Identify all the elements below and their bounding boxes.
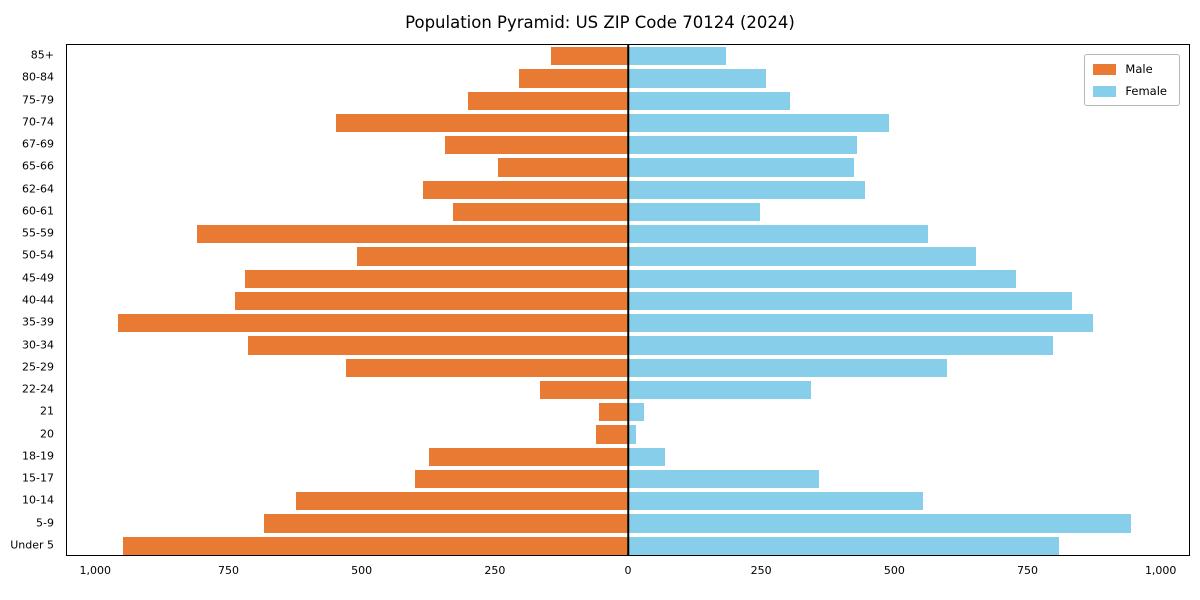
plot-area: Male Female [66, 44, 1190, 556]
x-axis-label: 500 [883, 564, 905, 577]
y-axis-label: 85+ [30, 48, 54, 62]
female-bar [628, 180, 865, 199]
male-bar [356, 247, 628, 266]
y-axis-label: 80-84 [22, 70, 54, 84]
male-bar [415, 469, 628, 489]
female-legend-swatch [1093, 85, 1117, 97]
x-axis-tick-labels: 1,000 750 500 250 0 250 500 750 1,000 [66, 559, 1190, 581]
female-bar [628, 447, 666, 466]
y-axis-label: 60-61 [22, 204, 54, 218]
female-bar [628, 202, 760, 222]
x-axis-label: 500 [351, 564, 373, 577]
x-axis-label: 250 [484, 564, 506, 577]
x-axis-label: 250 [750, 564, 772, 577]
legend: Male Female [1084, 54, 1180, 106]
y-axis-label: 40-44 [22, 293, 54, 307]
y-axis-label: 75-79 [22, 93, 54, 107]
x-axis-label: 1,000 [79, 564, 112, 577]
female-bar [628, 225, 929, 244]
female-bar [628, 69, 767, 88]
female-bar [628, 425, 636, 444]
male-bar [452, 202, 628, 222]
y-axis-tick-labels: 85+ 80-84 75-79 70-74 67-69 65-66 62-64 60-61 55… [0, 44, 60, 556]
y-axis-label: 30-34 [22, 338, 54, 352]
female-bar [628, 314, 1094, 333]
male-bar [519, 69, 628, 88]
male-bar [197, 225, 628, 244]
y-axis-label: 25-29 [22, 360, 54, 374]
female-bar [628, 47, 727, 66]
y-axis-label: Under 5 [10, 538, 54, 552]
y-axis-label: 21 [40, 404, 54, 418]
male-bar [247, 336, 628, 355]
female-bar [628, 358, 948, 377]
female-bar [628, 492, 924, 511]
female-legend-label: Female [1125, 84, 1167, 98]
male-bar [468, 91, 628, 110]
male-bar [295, 492, 628, 511]
male-bar [346, 358, 628, 377]
legend-entry-female: Female [1093, 84, 1167, 98]
male-bar [335, 113, 628, 133]
y-axis-label: 70-74 [22, 115, 54, 129]
y-axis-label: 22-24 [22, 382, 54, 396]
male-bar [423, 180, 628, 199]
male-legend-swatch [1093, 63, 1117, 75]
female-bar [628, 113, 889, 133]
y-axis-label: 18-19 [22, 449, 54, 463]
male-bar [428, 447, 628, 466]
male-bar [122, 536, 628, 555]
y-axis-label: 10-14 [22, 493, 54, 507]
legend-entry-male: Male [1093, 62, 1167, 76]
male-bar [550, 47, 628, 66]
y-axis-label: 62-64 [22, 182, 54, 196]
female-bar [628, 158, 854, 177]
female-bar [628, 269, 1017, 288]
chart-title: Population Pyramid: US ZIP Code 70124 (2… [405, 13, 795, 32]
female-bar [628, 380, 812, 400]
female-bar [628, 247, 977, 266]
zero-axis-line [627, 45, 629, 555]
male-bar [263, 514, 628, 533]
male-bar [234, 291, 628, 311]
male-legend-label: Male [1125, 62, 1153, 76]
male-bar [444, 136, 628, 155]
x-axis-label: 750 [1017, 564, 1039, 577]
y-axis-label: 15-17 [22, 471, 54, 485]
female-bar [628, 469, 820, 489]
y-axis-label: 35-39 [22, 315, 54, 329]
y-axis-label: 5-9 [36, 516, 54, 530]
y-axis-label: 50-54 [22, 248, 54, 262]
x-axis-label: 750 [217, 564, 239, 577]
male-bar [598, 403, 628, 422]
y-axis-label: 67-69 [22, 137, 54, 151]
male-bar [540, 380, 628, 400]
y-axis-label: 45-49 [22, 271, 54, 285]
male-bar [497, 158, 628, 177]
female-bar [628, 136, 857, 155]
x-axis-label: 1,000 [1144, 564, 1177, 577]
male-bar [596, 425, 628, 444]
female-bar [628, 291, 1072, 311]
male-bar [117, 314, 628, 333]
x-axis-label: 0 [624, 564, 632, 577]
y-axis-label: 20 [40, 427, 54, 441]
y-axis-label: 55-59 [22, 226, 54, 240]
y-axis-label: 65-66 [22, 159, 54, 173]
female-bar [628, 336, 1054, 355]
male-bar [245, 269, 628, 288]
female-bar [628, 514, 1131, 533]
female-bar [628, 403, 644, 422]
female-bar [628, 536, 1059, 555]
female-bar [628, 91, 791, 110]
